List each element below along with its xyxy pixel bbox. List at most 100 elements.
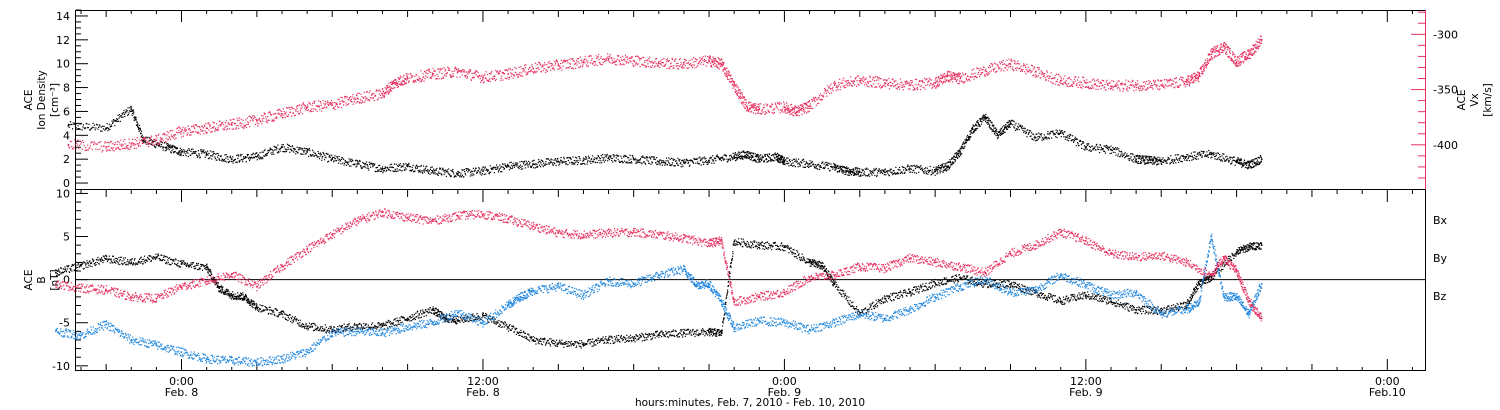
density-dot <box>763 159 765 162</box>
vx-dot <box>226 129 228 131</box>
vx-dot <box>686 67 689 69</box>
density-dot <box>959 149 961 151</box>
vx-dot <box>549 66 551 68</box>
density-dot <box>676 162 678 164</box>
vx-dot <box>607 60 609 62</box>
vx-dot <box>558 65 560 67</box>
density-dot <box>610 157 612 159</box>
vx-dot <box>543 68 545 70</box>
vx-dot <box>513 74 515 76</box>
vx-dot <box>330 103 332 105</box>
vx-dot <box>349 96 352 98</box>
vx-dot <box>133 147 136 149</box>
vx-dot <box>214 130 216 132</box>
density-dot <box>465 169 468 171</box>
density-dot <box>1258 163 1260 165</box>
vx-dot <box>702 56 704 58</box>
vx-dot <box>79 140 81 142</box>
density-dot <box>516 165 518 167</box>
density-dot <box>846 166 848 168</box>
density-dot <box>1162 161 1165 164</box>
density-dot <box>604 159 606 161</box>
density-dot <box>1029 130 1031 132</box>
vx-dot <box>440 78 442 80</box>
density-dot <box>1236 160 1239 162</box>
vx-dot <box>242 119 244 121</box>
vx-dot <box>477 76 479 78</box>
density-dot <box>224 160 226 162</box>
vx-dot <box>432 68 434 70</box>
density-dot <box>1121 152 1123 154</box>
density-dot <box>852 171 854 173</box>
density-dot <box>742 157 744 160</box>
vx-dot <box>220 123 222 126</box>
density-dot <box>914 167 917 170</box>
vx-point <box>1110 85 1112 88</box>
density-dot <box>438 171 440 173</box>
density-dot <box>888 170 890 172</box>
density-dot <box>574 163 576 165</box>
density-dot <box>99 125 101 127</box>
density-dot <box>663 160 665 162</box>
vx-dot <box>162 134 164 136</box>
density-dot <box>167 147 169 149</box>
density-dot <box>199 156 201 158</box>
density-dot <box>420 165 422 167</box>
density-dot <box>853 169 855 172</box>
vx-dot <box>726 72 728 74</box>
vx-dot <box>287 115 289 118</box>
density-dot <box>818 163 820 166</box>
density-dot <box>222 160 224 162</box>
density-dot <box>503 168 505 170</box>
density-dot <box>1003 127 1006 129</box>
density-dot <box>752 156 754 158</box>
vx-dot <box>85 149 87 151</box>
vx-dot <box>149 137 152 140</box>
vx-dot <box>391 83 393 86</box>
vx-dot <box>254 116 256 119</box>
density-dot <box>1156 164 1158 166</box>
density-dot <box>488 173 490 175</box>
density-dot <box>799 165 801 167</box>
density-dot <box>945 169 948 171</box>
density-dot <box>111 122 114 125</box>
vx-dot <box>689 59 691 62</box>
density-dot <box>987 122 990 124</box>
density-dot <box>658 162 660 164</box>
vx-dot <box>157 134 159 137</box>
density-dot <box>897 168 899 171</box>
vx-dot <box>425 75 427 77</box>
density-dot <box>730 155 733 157</box>
vx-dot <box>504 77 506 79</box>
density-dot <box>769 160 771 162</box>
density-dot <box>453 176 455 178</box>
vx-dot <box>191 131 193 133</box>
density-dot <box>390 166 392 168</box>
vx-dot <box>483 74 485 77</box>
vx-dot <box>176 127 178 129</box>
density-dot <box>752 160 754 162</box>
vx-dot <box>210 131 212 133</box>
density-dot <box>885 174 887 176</box>
vx-dot <box>327 103 329 106</box>
vx-dot <box>560 63 562 65</box>
vx-dot <box>635 62 637 65</box>
vx-dot <box>542 70 544 72</box>
density-dot <box>960 154 962 156</box>
vx-dot <box>710 64 712 67</box>
density-dot <box>397 165 400 168</box>
density-dot <box>950 158 953 160</box>
density-dot <box>489 171 491 173</box>
vx-dot <box>625 56 627 58</box>
vx-dot <box>402 84 404 86</box>
vx-dot <box>310 110 312 113</box>
density-dot <box>749 157 751 159</box>
density-dot <box>827 164 829 167</box>
density-dot <box>1218 158 1220 161</box>
density-dot <box>892 170 894 172</box>
density-dot <box>274 146 277 148</box>
vx-dot <box>602 61 604 64</box>
density-dot <box>318 156 320 158</box>
density-dot <box>327 160 330 162</box>
vx-dot <box>630 57 633 59</box>
